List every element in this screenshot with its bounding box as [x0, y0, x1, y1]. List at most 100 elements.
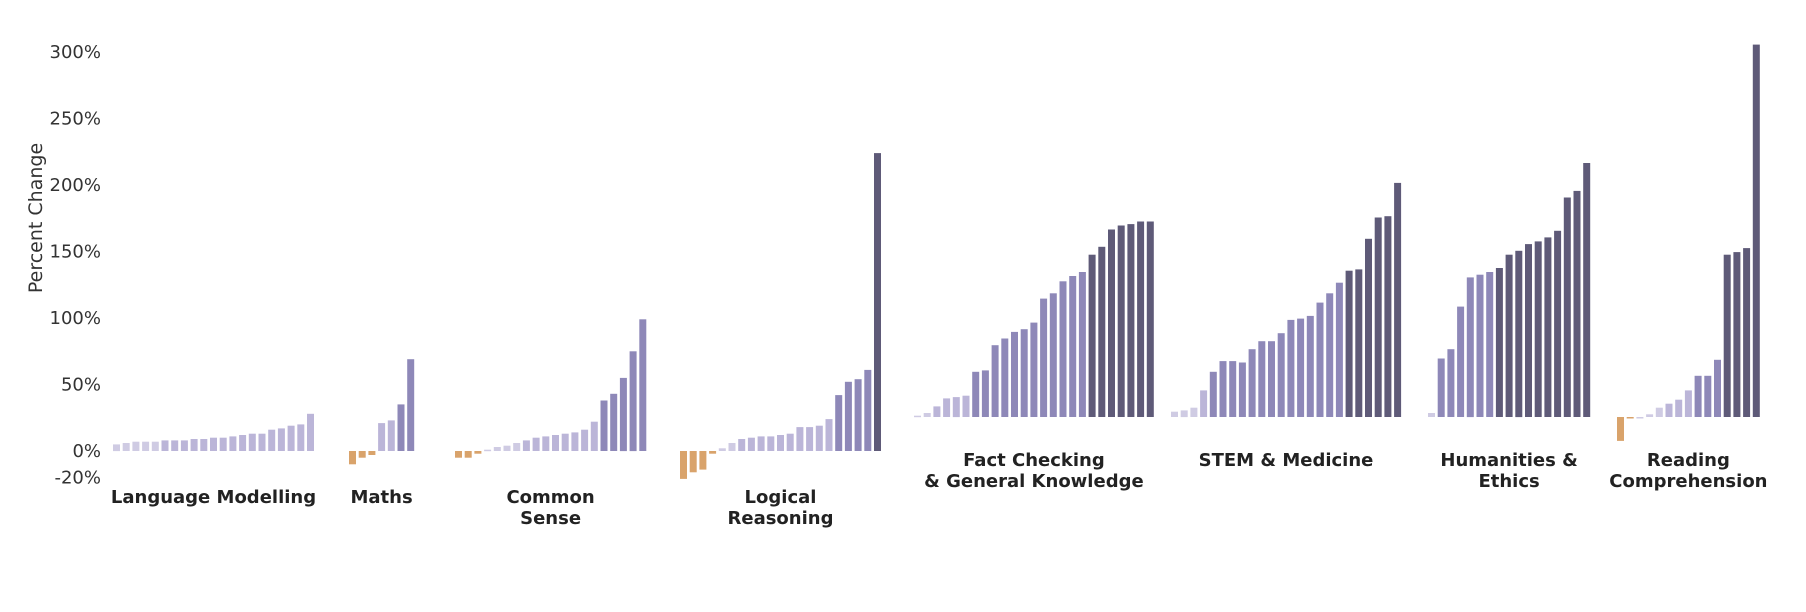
- bar: [1525, 244, 1532, 417]
- group-label: Comprehension: [1609, 471, 1767, 492]
- bar: [1447, 349, 1455, 417]
- bar-group: [1428, 163, 1591, 418]
- bar: [1258, 341, 1266, 417]
- bar: [590, 421, 598, 451]
- bar: [680, 451, 687, 479]
- bar: [532, 437, 540, 451]
- bar: [1268, 341, 1275, 417]
- bar: [1316, 302, 1324, 417]
- bar: [1384, 216, 1392, 417]
- bar: [397, 404, 405, 451]
- bar: [1335, 282, 1343, 417]
- bar: [747, 437, 755, 451]
- bar: [180, 440, 188, 451]
- bar: [493, 447, 501, 451]
- bar: [407, 359, 415, 451]
- bar: [142, 441, 150, 451]
- group-label: STEM & Medicine: [1199, 450, 1374, 471]
- bar: [1229, 361, 1237, 417]
- bar: [1714, 359, 1721, 417]
- bar: [933, 406, 941, 417]
- bar: [1326, 293, 1334, 417]
- bar: [981, 370, 989, 417]
- bar: [835, 395, 843, 451]
- bar-group: [455, 319, 647, 458]
- bar: [1476, 274, 1484, 417]
- group-label: Fact Checking: [963, 450, 1105, 471]
- bar: [200, 439, 208, 451]
- bar: [1655, 407, 1663, 417]
- bar: [1219, 361, 1227, 417]
- bar: [503, 445, 511, 451]
- bar: [1365, 238, 1372, 417]
- bar: [552, 435, 559, 451]
- bar: [571, 432, 579, 451]
- bar: [1146, 221, 1154, 417]
- bar: [825, 419, 833, 451]
- bar-group: [914, 221, 1154, 418]
- bar: [1297, 318, 1305, 417]
- bar: [1544, 237, 1552, 417]
- bar: [1011, 331, 1018, 417]
- bar: [258, 433, 266, 451]
- bar: [767, 436, 775, 451]
- bar: [864, 369, 872, 451]
- bar: [1394, 182, 1402, 417]
- bar: [1171, 411, 1178, 417]
- bar: [1355, 269, 1363, 417]
- bar: [219, 437, 227, 451]
- bar: [757, 436, 765, 451]
- bar: [1704, 375, 1712, 417]
- bar: [972, 371, 980, 417]
- bar: [1486, 272, 1494, 417]
- bar: [455, 451, 462, 458]
- bar: [1428, 413, 1435, 417]
- bar: [1466, 277, 1474, 418]
- y-tick-label: 50%: [61, 375, 101, 396]
- bar: [1694, 375, 1702, 417]
- bar: [914, 415, 921, 418]
- bar: [474, 451, 482, 454]
- bar: [629, 351, 637, 452]
- group-label: Logical: [745, 487, 817, 508]
- bar: [1752, 44, 1760, 417]
- bar: [943, 398, 951, 417]
- group-label: Reasoning: [728, 508, 834, 529]
- bar: [689, 451, 697, 473]
- bar: [815, 425, 823, 451]
- group-label: Maths: [350, 487, 412, 508]
- bar: [1287, 319, 1295, 417]
- y-tick-label: 200%: [50, 175, 101, 196]
- group-label: & General Knowledge: [924, 471, 1144, 492]
- bar-group: [349, 359, 415, 465]
- bar: [639, 319, 647, 451]
- bar: [1078, 272, 1086, 417]
- bar: [239, 435, 247, 451]
- bar: [484, 449, 492, 452]
- bar: [1515, 250, 1523, 418]
- bar: [1617, 417, 1624, 441]
- y-axis: 300% 250% 200% 150% 100% 50% 0% -20%: [50, 42, 101, 489]
- y-tick-label: 300%: [50, 42, 101, 63]
- y-tick-label: -20%: [54, 468, 101, 489]
- bar: [1059, 281, 1067, 417]
- bar: [806, 427, 814, 451]
- bar: [1563, 197, 1571, 417]
- bar: [1626, 417, 1634, 419]
- bar: [113, 444, 120, 452]
- bar: [1505, 254, 1513, 417]
- bar: [349, 451, 356, 465]
- group-label: Language Modelling: [111, 487, 316, 508]
- group-label: Common: [506, 487, 594, 508]
- bar: [1495, 268, 1503, 417]
- y-tick-label: 150%: [50, 242, 101, 263]
- bar: [277, 428, 285, 451]
- bar: [709, 451, 717, 454]
- bar: [1723, 254, 1731, 417]
- bar: [1180, 410, 1188, 418]
- bar: [268, 429, 276, 451]
- bar: [132, 441, 140, 451]
- bar: [151, 441, 159, 451]
- bar: [1665, 403, 1673, 417]
- y-axis-label: Percent Change: [25, 143, 47, 293]
